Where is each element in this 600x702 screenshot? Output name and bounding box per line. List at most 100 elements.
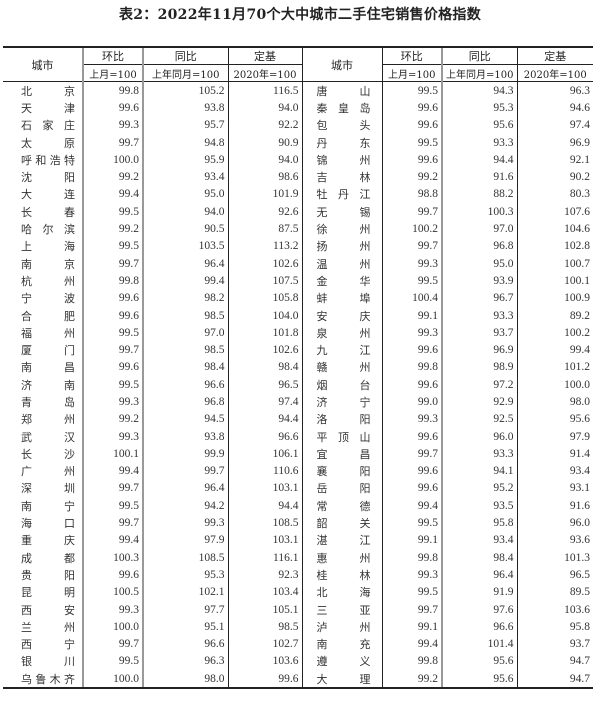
yoy-value: 93.7: [441, 324, 517, 342]
mom-value: 100.0: [82, 151, 143, 169]
city-name: 无锡: [316, 205, 371, 219]
mom-value: 99.3: [381, 410, 442, 428]
city-name-cell: 平顶山: [301, 427, 382, 446]
city-name: 蚌埠: [316, 292, 371, 306]
city-name: 银川: [21, 655, 75, 669]
table-row: 石家庄 99.3 95.7 92.2 包头 99.6 95.6 97.4: [3, 116, 593, 134]
table-row: 武汉 99.3 93.8 96.6 平顶山 99.6 96.0 97.9: [3, 427, 593, 446]
fixed-value: 92.3: [227, 566, 302, 584]
city-name: 广州: [21, 465, 75, 479]
mom-value: 99.4: [381, 635, 442, 653]
city-name-cell: 无锡: [301, 203, 382, 221]
city-name-cell: 西安: [3, 601, 83, 618]
table-row: 昆明 100.5 102.1 103.4 北海 99.5 91.9 89.5: [3, 583, 593, 601]
city-name: 秦皇岛: [316, 101, 371, 115]
table-row: 呼和浩特 100.0 95.9 94.0 锦州 99.6 94.4 92.1: [3, 151, 593, 169]
yoy-value: 93.4: [441, 531, 517, 550]
yoy-value: 99.7: [142, 462, 228, 480]
city-name-cell: 北海: [301, 583, 382, 601]
yoy-value: 91.9: [441, 583, 517, 601]
city-name: 兰州: [21, 620, 75, 634]
fixed-value: 94.4: [227, 497, 302, 515]
yoy-value: 102.1: [142, 583, 228, 601]
header-fixed-base: 2020年=100: [516, 64, 593, 82]
city-name-cell: 襄阳: [301, 462, 382, 480]
yoy-value: 93.3: [441, 306, 517, 325]
city-name-cell: 安庆: [301, 306, 382, 325]
fixed-value: 93.7: [516, 635, 593, 653]
city-name: 武汉: [21, 430, 75, 444]
city-name: 安庆: [316, 309, 371, 323]
city-name: 上海: [21, 240, 75, 254]
mom-value: 99.5: [381, 514, 442, 532]
table-row: 哈尔滨 99.2 90.5 87.5 徐州 100.2 97.0 104.6: [3, 220, 593, 238]
mom-value: 99.3: [381, 566, 442, 584]
yoy-value: 96.3: [142, 652, 228, 671]
mom-value: 99.8: [82, 272, 143, 290]
mom-value: 99.4: [82, 185, 143, 204]
city-name-cell: 太原: [3, 134, 83, 151]
yoy-value: 95.0: [441, 254, 517, 273]
mom-value: 99.8: [381, 358, 442, 377]
city-name: 长沙: [21, 447, 75, 461]
yoy-value: 94.2: [142, 497, 228, 515]
city-name: 海口: [21, 517, 75, 531]
city-name: 唐山: [316, 84, 371, 98]
city-name: 杭州: [21, 274, 75, 288]
yoy-value: 96.8: [142, 393, 228, 411]
table-row: 长春 99.5 94.0 92.6 无锡 99.7 100.3 107.6: [3, 203, 593, 221]
city-name-cell: 洛阳: [301, 410, 382, 428]
mom-value: 99.3: [381, 324, 442, 342]
city-name: 沈阳: [21, 171, 75, 185]
city-name-cell: 九江: [301, 341, 382, 359]
city-name: 徐州: [316, 223, 371, 237]
fixed-value: 93.1: [516, 479, 593, 498]
city-name-cell: 海口: [3, 514, 83, 531]
fixed-value: 92.1: [516, 151, 593, 169]
city-name-cell: 武汉: [3, 428, 83, 445]
yoy-value: 94.5: [142, 410, 228, 428]
city-name-cell: 徐州: [301, 220, 382, 238]
city-name-cell: 长沙: [3, 445, 83, 462]
city-name: 南昌: [21, 361, 75, 375]
fixed-value: 104.6: [516, 220, 593, 238]
mom-value: 100.0: [82, 670, 143, 690]
yoy-value: 101.4: [441, 635, 517, 653]
city-name-cell: 杭州: [3, 272, 83, 289]
fixed-value: 90.9: [227, 133, 302, 152]
city-name-cell: 泸州: [301, 618, 382, 636]
mom-value: 99.6: [381, 116, 442, 134]
city-name: 西宁: [21, 638, 75, 652]
fixed-value: 97.4: [227, 393, 302, 411]
mom-value: 99.5: [381, 81, 442, 100]
city-name: 宁波: [21, 292, 75, 306]
table-row: 福州 99.5 97.0 101.8 泉州 99.3 93.7 100.2: [3, 324, 593, 342]
mom-value: 99.1: [381, 618, 442, 636]
fixed-value: 103.6: [227, 652, 302, 671]
table-row: 合肥 99.6 98.5 104.0 安庆 99.1 93.3 89.2: [3, 306, 593, 325]
fixed-value: 105.8: [227, 289, 302, 307]
mom-value: 100.0: [82, 618, 143, 636]
fixed-value: 96.9: [516, 133, 593, 152]
city-name: 宜昌: [316, 447, 371, 461]
city-name: 南充: [316, 638, 371, 652]
fixed-value: 98.5: [227, 618, 302, 636]
fixed-value: 87.5: [227, 220, 302, 238]
mom-value: 99.7: [381, 600, 442, 619]
city-name-cell: 北京: [3, 82, 83, 100]
yoy-value: 96.4: [142, 254, 228, 273]
city-name: 烟台: [316, 378, 371, 392]
header-yoy-base: 上年同月=100: [142, 64, 228, 82]
city-name: 平顶山: [316, 430, 371, 444]
fixed-value: 110.6: [227, 462, 302, 480]
city-name-cell: 牡丹江: [301, 185, 382, 204]
city-name-cell: 沈阳: [3, 168, 83, 185]
table-row: 南京 99.7 96.4 102.6 温州 99.3 95.0 100.7: [3, 254, 593, 273]
header-city: 城市: [3, 46, 83, 82]
city-name: 遵义: [316, 655, 371, 669]
city-name: 合肥: [21, 309, 75, 323]
table-row: 济南 99.5 96.6 96.5 烟台 99.6 97.2 100.0: [3, 376, 593, 394]
city-name-cell: 合肥: [3, 307, 83, 324]
table-row: 南宁 99.5 94.2 94.4 常德 99.4 93.5 91.6: [3, 497, 593, 515]
mom-value: 99.5: [82, 237, 143, 255]
